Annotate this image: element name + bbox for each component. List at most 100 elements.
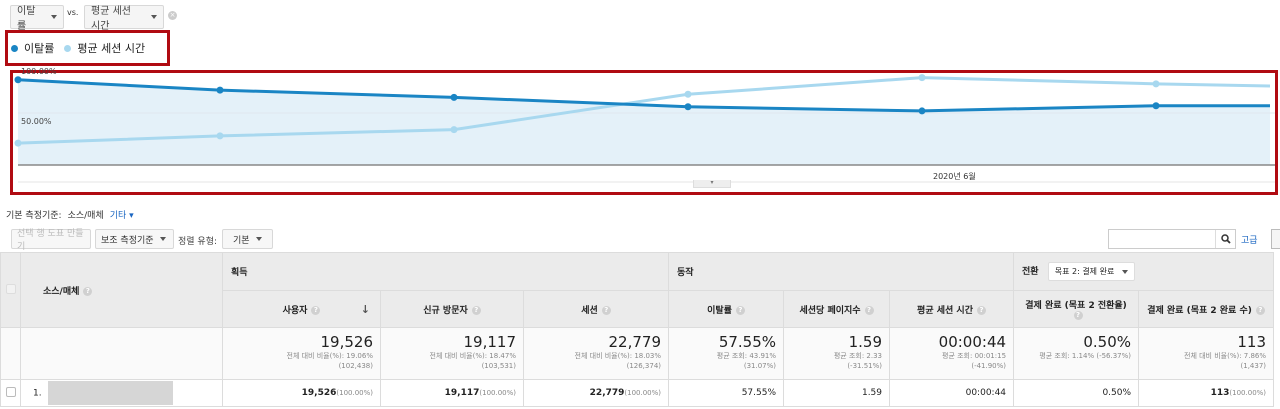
summary-cell: 113 전체 대비 비율(%): 7.86% (1,437) (1138, 327, 1275, 380)
summary-sub-total: (-41.90%) (971, 362, 1007, 370)
column-header-label: 결제 완료 (목표 2 완료 수) (1147, 305, 1252, 316)
cell-percent: (100.00%) (479, 389, 516, 397)
column-header[interactable]: 사용자? ↓ (222, 290, 381, 328)
help-icon[interactable]: ? (977, 305, 986, 315)
summary-sub: 전체 대비 비율(%): 18.03% (574, 352, 662, 360)
column-header-label: 이탈률 (707, 305, 732, 316)
chevron-down-icon (255, 237, 262, 241)
cell-value: 0.50% (1102, 388, 1132, 398)
summary-cell: 57.55% 평균 조회: 43.91% (31.07%) (668, 327, 785, 380)
secondary-dimension-button[interactable]: 보조 측정기준 (95, 229, 174, 249)
primary-metric-dropdown[interactable]: 이탈률 (10, 5, 64, 32)
search-button[interactable] (1215, 230, 1235, 248)
help-icon[interactable]: ? (83, 286, 93, 296)
chart-plot-area (14, 74, 1275, 183)
sort-type-value: 기본 (233, 235, 250, 246)
summary-sub: 전체 대비 비율(%): 7.86% (1184, 352, 1267, 360)
column-header-label: 평균 세션 시간 (917, 305, 973, 316)
help-icon[interactable]: ? (864, 305, 874, 315)
summary-cell: 0.50% 평균 조회: 1.14% (-56.37%) (1013, 327, 1140, 380)
group-behavior: 동작 (668, 252, 1015, 291)
other-dimension-link[interactable]: 기타 ▾ (109, 211, 134, 221)
remove-comparison-icon[interactable]: × (168, 11, 177, 20)
column-header-label: 신규 방문자 (423, 305, 468, 316)
help-icon[interactable]: ? (311, 305, 321, 315)
view-toggle-button[interactable] (1271, 229, 1280, 249)
cell-value: 22,779 (589, 388, 625, 398)
summary-cell: 19,117 전체 대비 비율(%): 18.47% (103,531) (380, 327, 524, 380)
column-header-label: 사용자 (282, 305, 308, 316)
group-conversion: 전환 목표 2: 결제 완료 (1013, 252, 1275, 291)
collapse-chart-button[interactable]: ▾ (693, 180, 731, 188)
column-header[interactable]: 이탈률? (668, 290, 785, 328)
help-icon[interactable]: ? (1073, 310, 1083, 320)
plot-rows-button[interactable]: 선택 행 도표 만들기 (11, 229, 91, 252)
column-header[interactable]: 평균 세션 시간? (889, 290, 1015, 328)
help-icon[interactable]: ? (601, 305, 611, 315)
dimension-source-medium[interactable]: 소스/매체 (67, 211, 104, 221)
summary-value: 19,117 (463, 333, 517, 351)
redacted-source-value[interactable] (47, 381, 173, 405)
primary-dimension-bar: 기본 측정기준: 소스/매체 기타 ▾ (6, 208, 134, 221)
cell-percent: (100.00%) (336, 389, 373, 397)
data-cell: 57.55% (668, 379, 785, 407)
help-icon[interactable]: ? (735, 305, 745, 315)
search-icon (1220, 234, 1231, 244)
summary-sub-total: (102,438) (338, 362, 373, 370)
summary-sub-total: (31.07%) (743, 362, 777, 370)
select-all-checkbox[interactable] (5, 283, 16, 294)
cell-value: 1.59 (861, 388, 883, 398)
legend-item-bounce-rate: 이탈률 (11, 40, 54, 56)
column-header[interactable]: 결제 완료 (목표 2 완료 수)? (1138, 290, 1275, 328)
column-header-label: 결제 완료 (목표 2 전환율) (1025, 300, 1127, 311)
sort-descending-icon: ↓ (360, 303, 370, 316)
chevron-down-icon (159, 237, 166, 241)
select-all-cell (0, 252, 21, 328)
data-cell: 1.59 (783, 379, 891, 407)
chevron-down-icon (51, 15, 57, 19)
legend-label: 이탈률 (24, 42, 55, 55)
summary-sub: 평균 조회: 2.33 (833, 352, 883, 360)
secondary-metric-label: 평균 세션 시간 (91, 6, 131, 32)
row-select-cell (0, 379, 21, 407)
data-cell: 113(100.00%) (1138, 379, 1275, 407)
table-toolbar: 선택 행 도표 만들기 보조 측정기준 정렬 유형: 기본 고급 (0, 226, 1280, 252)
column-header[interactable]: 세션? (522, 290, 670, 328)
secondary-metric-dropdown[interactable]: 평균 세션 시간 (84, 5, 164, 32)
column-header[interactable]: 세션당 페이지수? (783, 290, 891, 328)
goal-select-dropdown[interactable]: 목표 2: 결제 완료 (1047, 262, 1136, 281)
dimension-label: 기본 측정기준: (6, 211, 62, 221)
group-acquisition: 획득 (221, 252, 670, 291)
sort-type-label: 정렬 유형: (178, 237, 218, 247)
row-checkbox[interactable] (5, 386, 16, 397)
primary-metric-label: 이탈률 (17, 6, 36, 32)
row-index: 1. (33, 388, 42, 399)
legend-label: 평균 세션 시간 (77, 42, 146, 55)
series-dot-icon (64, 44, 72, 52)
summary-sub-total: (126,374) (626, 362, 662, 370)
summary-sub: 전체 대비 비율(%): 19.06% (286, 352, 373, 360)
column-header[interactable]: 결제 완료 (목표 2 전환율)? (1013, 290, 1140, 328)
help-icon[interactable]: ? (471, 305, 481, 315)
summary-value: 57.55% (718, 333, 777, 351)
cell-value: 57.55% (741, 388, 777, 398)
report-table: 소스/매체? 획득 동작 전환 목표 2: 결제 완료 사용자? ↓ 신규 방문자?… (0, 252, 1275, 407)
x-tick-label: 2020년 6월 (933, 172, 976, 181)
sort-type-dropdown[interactable]: 기본 (222, 229, 273, 249)
chevron-down-icon (151, 15, 157, 19)
cell-value: 19,526 (301, 388, 337, 398)
summary-empty-cell (0, 327, 21, 380)
cell-percent: (100.00%) (624, 389, 662, 397)
advanced-filter-link[interactable]: 고급 (1241, 236, 1258, 246)
line-chart: 100.00% 50.00% 2020년 6월 ▾ (10, 67, 1278, 195)
summary-value: 00:00:44 (938, 333, 1007, 351)
data-cell: 00:00:44 (889, 379, 1015, 407)
summary-value: 113 (1237, 333, 1267, 351)
dimension-header[interactable]: 소스/매체? (20, 252, 223, 328)
summary-cell: 00:00:44 평균 조회: 00:01:15 (-41.90%) (889, 327, 1015, 380)
column-header[interactable]: 신규 방문자? (380, 290, 524, 328)
help-icon[interactable]: ? (1255, 305, 1265, 315)
table-search-input[interactable] (1108, 229, 1236, 249)
legend-item-avg-session: 평균 세션 시간 (64, 40, 145, 56)
summary-value: 1.59 (848, 333, 883, 351)
